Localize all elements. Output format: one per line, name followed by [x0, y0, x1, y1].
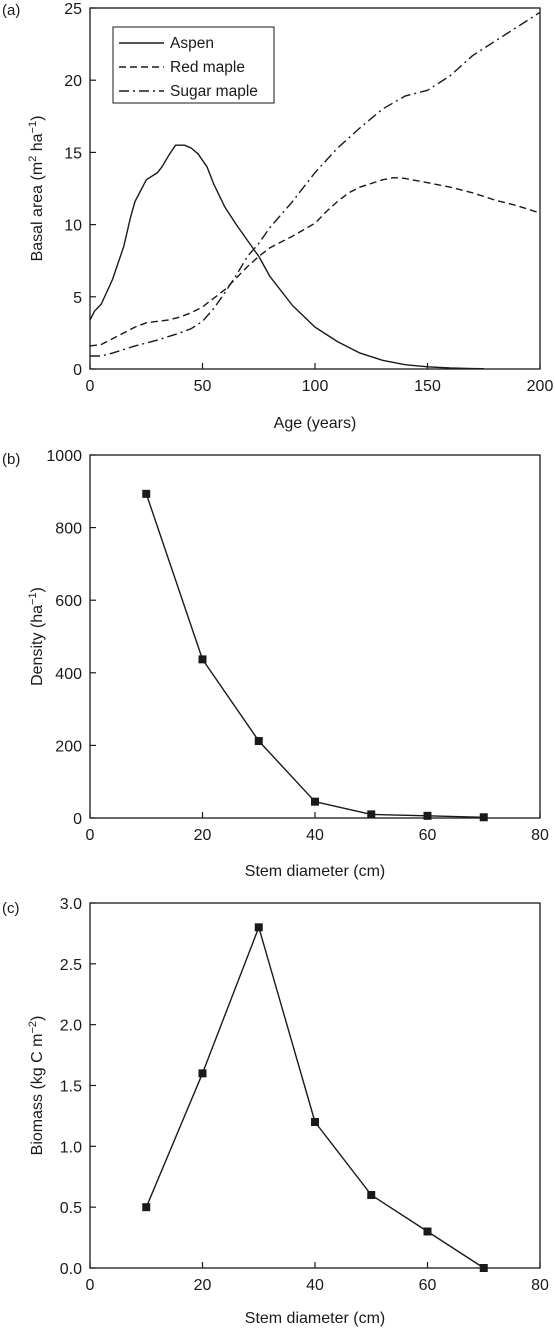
y-tick-label: 1000 — [46, 448, 82, 465]
x-tick-label: 0 — [86, 1277, 95, 1294]
x-tick-label: 150 — [414, 378, 441, 395]
y-axis-title-part: ) — [29, 587, 46, 592]
y-axis-title: Basal area (m2 ha−1) — [27, 116, 46, 262]
y-tick-label: 25 — [64, 1, 82, 18]
chart-panel-c: (c) 0 20 40 60 80 0.0 0.5 1.0 1.5 2.0 2.5 3.0 Stem di… — [2, 896, 549, 1327]
data-point — [198, 1069, 207, 1078]
y-axis-title-part: ha — [29, 133, 46, 155]
data-point — [479, 1264, 488, 1272]
data-point — [423, 811, 432, 820]
series-line-sugar-maple — [90, 11, 541, 357]
panel-label: (b) — [2, 451, 20, 468]
data-point — [423, 1227, 432, 1236]
x-tick-label: 50 — [194, 378, 212, 395]
x-tick-label: 40 — [306, 827, 324, 844]
y-tick-label: 0 — [73, 811, 82, 828]
data-point — [311, 1118, 319, 1126]
y-axis-title: Density (ha−1) — [27, 587, 46, 686]
x-axis-title: Stem diameter (cm) — [245, 863, 385, 880]
data-point — [367, 1191, 376, 1199]
series-line-aspen — [89, 144, 484, 370]
y-tick-label: 1.0 — [60, 1139, 82, 1156]
data-line — [145, 493, 484, 818]
legend: Aspen Red maple Sugar maple — [112, 26, 275, 104]
legend-label: Red maple — [170, 59, 245, 76]
x-tick-label: 80 — [531, 827, 549, 844]
x-tick-label: 60 — [419, 1277, 437, 1294]
data-point — [198, 655, 207, 664]
y-tick-label: 2.0 — [60, 1018, 82, 1035]
x-tick-label: 20 — [194, 1277, 212, 1294]
panel-label: (c) — [2, 900, 20, 917]
data-point — [254, 737, 263, 746]
y-tick-label: 200 — [55, 738, 82, 755]
y-axis-title-superscript: −1 — [27, 592, 39, 605]
y-tick-label: 800 — [55, 521, 82, 538]
data-line — [145, 926, 485, 1269]
y-axis-title-superscript: 2 — [27, 156, 39, 162]
data-point — [479, 813, 488, 822]
y-tick-label: 3.0 — [60, 896, 82, 913]
y-axis-title: Biomass (kg C m−2) — [27, 1016, 46, 1156]
x-tick-label: 0 — [86, 378, 95, 395]
data-point — [367, 810, 376, 819]
y-axis-title-part: Basal area (m — [29, 162, 46, 262]
y-tick-label: 0.0 — [60, 1261, 82, 1278]
series-line-red-maple — [89, 177, 541, 347]
plot-frame — [89, 902, 541, 1269]
y-axis-title-superscript: −2 — [27, 1021, 39, 1034]
data-point — [254, 923, 263, 932]
y-tick-label: 0 — [73, 362, 82, 379]
y-axis-title-superscript: −1 — [27, 121, 39, 134]
legend-label: Aspen — [170, 35, 214, 52]
y-axis-title-part: ) — [29, 1016, 46, 1021]
panel-label: (a) — [2, 2, 20, 19]
y-axis-title-part: Density (ha — [29, 605, 46, 686]
y-tick-label: 2.5 — [60, 957, 82, 974]
x-axis-title: Stem diameter (cm) — [245, 1310, 385, 1327]
data-point — [142, 1203, 151, 1212]
x-axis-title: Age (years) — [274, 415, 357, 432]
data-point — [142, 489, 151, 498]
legend-box — [112, 26, 275, 104]
y-tick-label: 1.5 — [60, 1079, 82, 1096]
chart-panel-a: (a) 0 50 100 150 200 0 5 10 15 20 25 Age (years) Basa… — [2, 1, 553, 432]
y-tick-label: 600 — [55, 593, 82, 610]
x-tick-label: 60 — [419, 827, 437, 844]
y-tick-label: 10 — [64, 218, 82, 235]
y-axis-title-part: Biomass (kg C m — [29, 1034, 46, 1156]
y-tick-label: 5 — [73, 290, 82, 307]
x-tick-label: 200 — [527, 378, 554, 395]
x-tick-label: 40 — [306, 1277, 324, 1294]
plot-frame — [89, 454, 541, 819]
y-axis-title-part: ) — [29, 116, 46, 121]
y-tick-label: 400 — [55, 666, 82, 683]
legend-label: Sugar maple — [170, 83, 258, 100]
y-tick-label: 20 — [64, 73, 82, 90]
x-tick-label: 0 — [86, 827, 95, 844]
y-tick-label: 0.5 — [60, 1200, 82, 1217]
x-tick-label: 20 — [194, 827, 212, 844]
x-tick-label: 100 — [302, 378, 329, 395]
y-tick-label: 15 — [64, 145, 82, 162]
data-point — [311, 797, 319, 806]
x-tick-label: 80 — [531, 1277, 549, 1294]
